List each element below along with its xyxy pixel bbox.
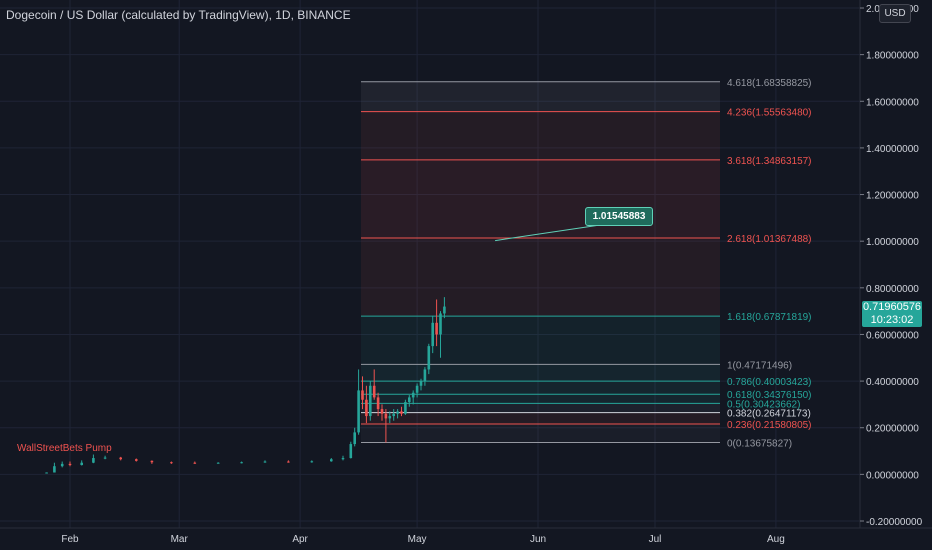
y-tick-label: 1.40000000 — [866, 144, 919, 155]
candles — [45, 297, 446, 474]
candle-body — [380, 409, 384, 414]
fib-level-label: 1.618(0.67871819) — [727, 312, 812, 323]
fib-band — [361, 237, 720, 317]
fib-level-label: 4.618(1.68358825) — [727, 78, 812, 89]
grid — [0, 0, 860, 528]
candle-body — [310, 461, 314, 463]
candle-body — [53, 466, 56, 473]
candle-body — [365, 399, 368, 417]
fib-band — [361, 403, 720, 413]
candle-body — [369, 385, 372, 417]
fib-band — [361, 81, 720, 112]
x-tick-label: Aug — [767, 534, 785, 545]
candle-body — [349, 444, 353, 459]
candle-body — [372, 385, 376, 398]
x-tick-label: Apr — [292, 534, 308, 545]
fib-level-label: 3.618(1.34863157) — [727, 156, 812, 167]
fibonacci-extension[interactable]: 4.618(1.68358825) 4.236(1.55563480) 3.618(… — [361, 78, 812, 450]
y-tick-label: -0.20000000 — [866, 517, 923, 528]
fib-band — [361, 412, 720, 425]
wallstreetbets-annotation[interactable]: WallStreetBets Pump — [17, 443, 112, 454]
candle-body — [439, 313, 442, 335]
fib-level-label: 0.382(0.26471173) — [727, 409, 811, 420]
y-tick-label: 0.40000000 — [866, 377, 919, 388]
candle-body — [357, 390, 360, 433]
y-tick-label: 0.00000000 — [866, 470, 919, 481]
candle-body — [419, 381, 423, 386]
x-tick-label: May — [408, 534, 427, 545]
candle-body — [216, 462, 220, 464]
countdown-timer: 10:23:02 — [870, 314, 914, 326]
y-axis[interactable]: 2.000000001.800000001.600000001.40000000… — [859, 0, 923, 528]
fib-level-label: 0.5(0.30423662) — [727, 399, 800, 410]
candle-body — [103, 457, 107, 459]
x-tick-label: Jun — [530, 534, 546, 545]
fib-band — [361, 111, 720, 160]
fib-level-label: 0(0.13675827) — [727, 438, 792, 449]
fib-band — [361, 159, 720, 238]
candle-body — [287, 461, 290, 463]
fib-band — [361, 364, 720, 382]
fib-band — [361, 316, 720, 365]
fib-level-label: 2.618(1.01367488) — [727, 234, 812, 245]
current-price-tag: 0.71960576 10:23:02 — [862, 301, 922, 327]
candle-body — [423, 369, 427, 382]
candle-body — [404, 402, 407, 414]
current-price-value: 0.71960576 — [862, 301, 922, 313]
candle-body — [170, 462, 173, 464]
candle-body — [392, 413, 395, 417]
candle-body — [443, 306, 446, 314]
y-tick-label: 1.80000000 — [866, 51, 919, 62]
fib-level-label: 0.618(0.34376150) — [727, 390, 812, 401]
candle-body — [376, 397, 380, 410]
candle-body — [150, 460, 154, 463]
candle-body — [411, 392, 415, 398]
candle-body — [388, 416, 392, 419]
candle-body — [80, 462, 83, 466]
candle-body — [384, 413, 388, 419]
currency-button[interactable]: USD — [879, 4, 911, 23]
candle-body — [341, 458, 345, 460]
y-tick-label: 0.80000000 — [866, 284, 919, 295]
candle-body — [408, 397, 411, 403]
fib-band — [361, 424, 720, 443]
candle-body — [135, 459, 138, 461]
y-tick-label: 1.20000000 — [866, 191, 919, 202]
x-tick-label: Jul — [649, 534, 662, 545]
candle-body — [415, 385, 419, 393]
x-tick-label: Mar — [171, 534, 189, 545]
candle-body — [431, 322, 434, 347]
price-callout[interactable]: 1.01545883 — [585, 207, 653, 226]
fib-band — [361, 381, 720, 395]
candle-body — [263, 461, 267, 463]
candle-body — [353, 432, 356, 445]
candle-body — [361, 390, 364, 400]
chart-title: Dogecoin / US Dollar (calculated by Trad… — [6, 8, 351, 22]
candle-body — [92, 458, 95, 463]
callout-pointer — [495, 224, 601, 242]
x-axis[interactable]: Feb Mar Apr May Jun Jul Aug — [0, 527, 932, 545]
fib-level-label: 1(0.47171496) — [727, 360, 792, 371]
fib-band — [361, 394, 720, 404]
candle-body — [396, 411, 399, 414]
fib-level-label: 0.786(0.40003423) — [727, 377, 812, 388]
candle-body — [193, 462, 197, 464]
candle-body — [435, 322, 438, 335]
candle-body — [330, 459, 333, 462]
candle-body — [240, 462, 243, 464]
candle-body — [400, 411, 403, 414]
x-tick-label: Feb — [61, 534, 79, 545]
candle-body — [45, 472, 48, 474]
candle-body — [68, 463, 72, 466]
candle-body — [60, 463, 64, 467]
y-tick-label: 0.60000000 — [866, 330, 919, 341]
y-tick-label: 1.60000000 — [866, 97, 919, 108]
candle-body — [427, 346, 431, 370]
y-tick-label: 0.20000000 — [866, 424, 919, 435]
y-tick-label: 1.00000000 — [866, 237, 919, 248]
fib-level-label: 4.236(1.55563480) — [727, 108, 812, 119]
fib-level-label: 0.236(0.21580805) — [727, 420, 812, 431]
candle-body — [119, 457, 122, 460]
